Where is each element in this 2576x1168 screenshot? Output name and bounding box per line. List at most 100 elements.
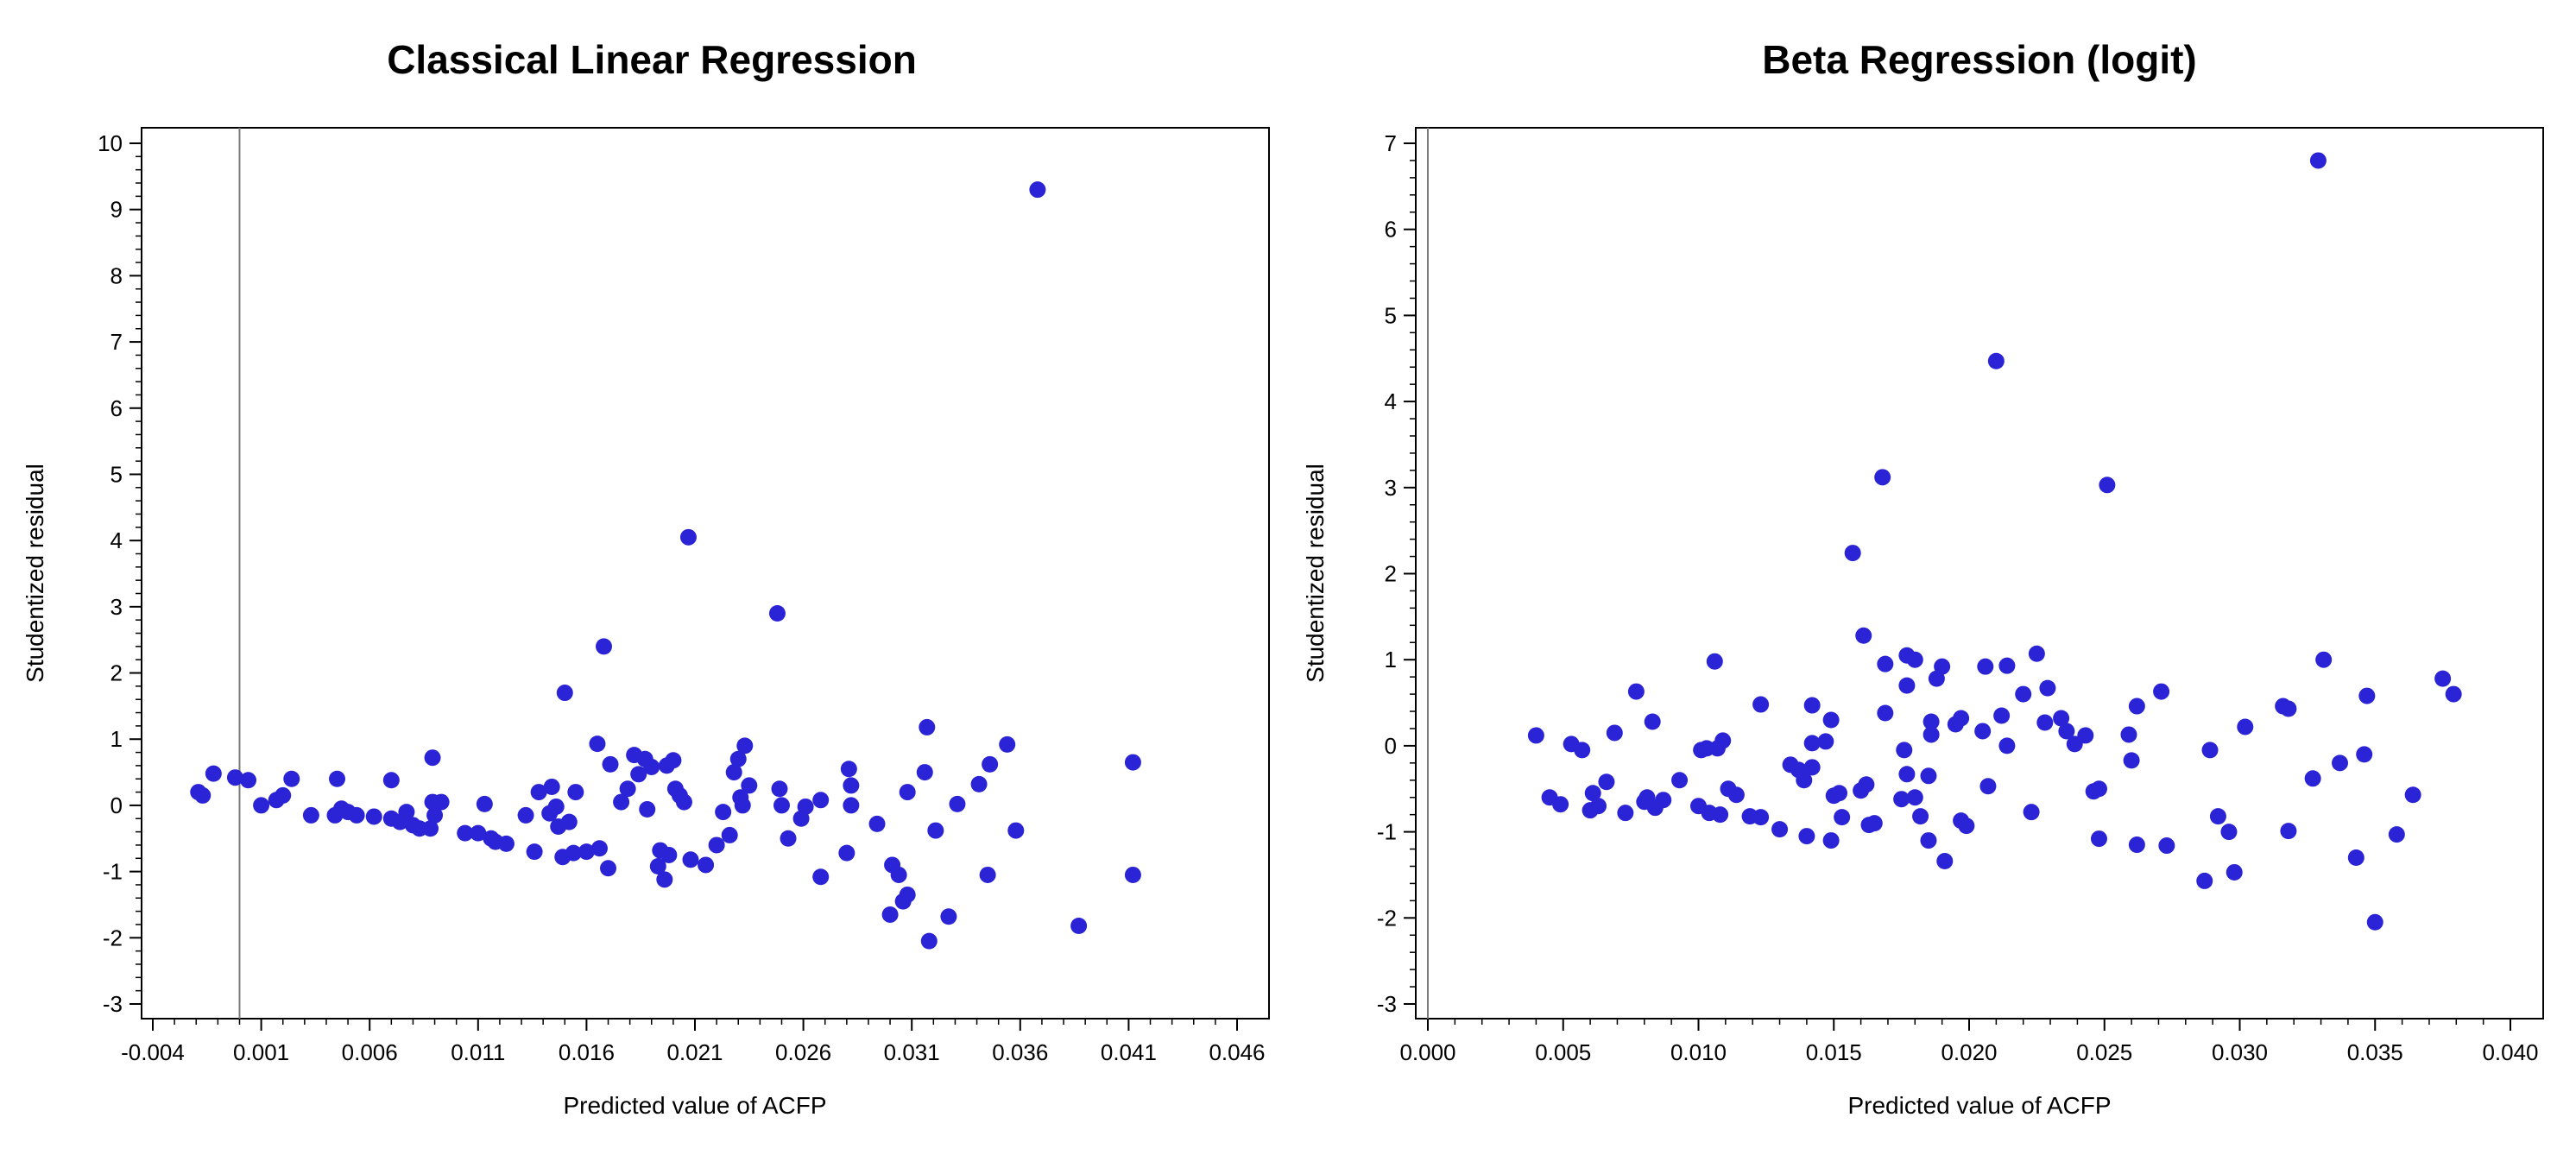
data-point [843,797,860,814]
y-tick-label: 5 [110,461,123,487]
data-point [1584,785,1601,802]
data-point [1877,704,1894,722]
data-point [1866,815,1883,832]
data-point [881,906,899,923]
data-point [708,837,725,854]
data-point [1920,767,1937,785]
y-tick-label: 4 [1385,388,1397,414]
data-point [2347,849,2364,867]
data-point [1898,766,1916,783]
y-tick-label: 5 [1385,302,1397,328]
data-point [698,856,715,874]
y-tick-label: -3 [103,991,123,1017]
data-point [1752,809,1770,826]
data-point [2388,826,2405,843]
data-point [1822,711,1840,729]
data-point [275,786,292,804]
data-point [365,808,382,825]
data-point [675,793,692,811]
data-point [1803,697,1821,714]
y-tick-label: 6 [1385,217,1397,243]
data-point [1803,735,1821,752]
data-point [1798,828,1815,845]
panel-beta-regression: Beta Regression (logit) Predicted value … [1302,37,2544,1119]
data-point [734,797,751,814]
data-point [721,826,738,843]
data-point [1998,657,2016,674]
x-axis-label: Predicted value of ACFP [1847,1092,2111,1119]
y-tick-label: 1 [1385,647,1397,672]
data-point [2358,687,2376,704]
y-tick-label: 2 [1385,561,1397,587]
y-tick-label: 10 [98,130,123,156]
data-point [729,750,747,767]
data-point [589,736,606,753]
data-point [773,797,790,814]
data-point [2445,685,2462,703]
data-point [2120,726,2137,743]
x-tick-label: 0.015 [1806,1039,1862,1065]
data-point [970,775,988,792]
data-point [2123,752,2140,769]
data-point [1844,545,1861,562]
data-point [797,798,814,815]
data-point [543,778,560,795]
data-point [679,528,697,546]
data-point [2280,823,2297,840]
data-point [1627,683,1645,700]
data-point [916,764,933,781]
data-point [424,749,441,767]
data-point [899,886,916,903]
data-point [1714,732,1732,749]
data-point [1552,796,1569,813]
x-axis-label: Predicted value of ACFP [563,1092,826,1119]
data-point [780,830,797,847]
x-tick-label: 0.011 [451,1039,505,1065]
data-point [2404,786,2421,804]
data-point [812,868,830,886]
data-point [205,765,222,782]
data-point [1796,772,1813,789]
data-point [920,932,938,950]
data-point [2434,670,2452,687]
x-tick-label: 0.041 [1101,1039,1157,1065]
data-point [630,766,647,783]
data-point [1898,677,1916,694]
data-point [2280,700,2297,717]
data-point [329,770,346,787]
x-tick-label: -0.004 [121,1039,185,1065]
x-tick-label: 0.035 [2347,1039,2403,1065]
data-point [949,795,966,812]
data-point [979,866,996,883]
plot-frame [141,127,1270,1020]
data-point [1590,798,1607,815]
data-point [2220,824,2238,841]
data-point [999,736,1016,753]
x-tick-label: 0.021 [666,1039,723,1065]
y-tick-label: -3 [1377,991,1397,1017]
x-tick-label: 0.031 [884,1039,940,1065]
data-point [2128,698,2145,715]
data-point [643,758,660,775]
data-point [1858,776,1875,793]
data-point [1936,852,1954,869]
data-point [715,804,732,821]
data-point [1527,727,1544,744]
data-point [1727,786,1745,804]
y-tick-label: 1 [110,726,123,752]
data-point [1923,713,1940,730]
chart-title: Beta Regression (logit) [1762,37,2197,82]
data-point [426,806,444,824]
x-tick-label: 0.020 [1941,1039,1997,1065]
data-point [565,844,582,862]
data-point [771,780,788,798]
data-point [840,761,857,778]
data-point [2015,685,2032,703]
data-point [1598,773,1615,791]
data-point [1606,724,1623,742]
data-point [1906,651,1923,668]
y-tick-label: 0 [1385,733,1397,759]
data-point [1655,792,1672,809]
data-point [725,764,742,781]
